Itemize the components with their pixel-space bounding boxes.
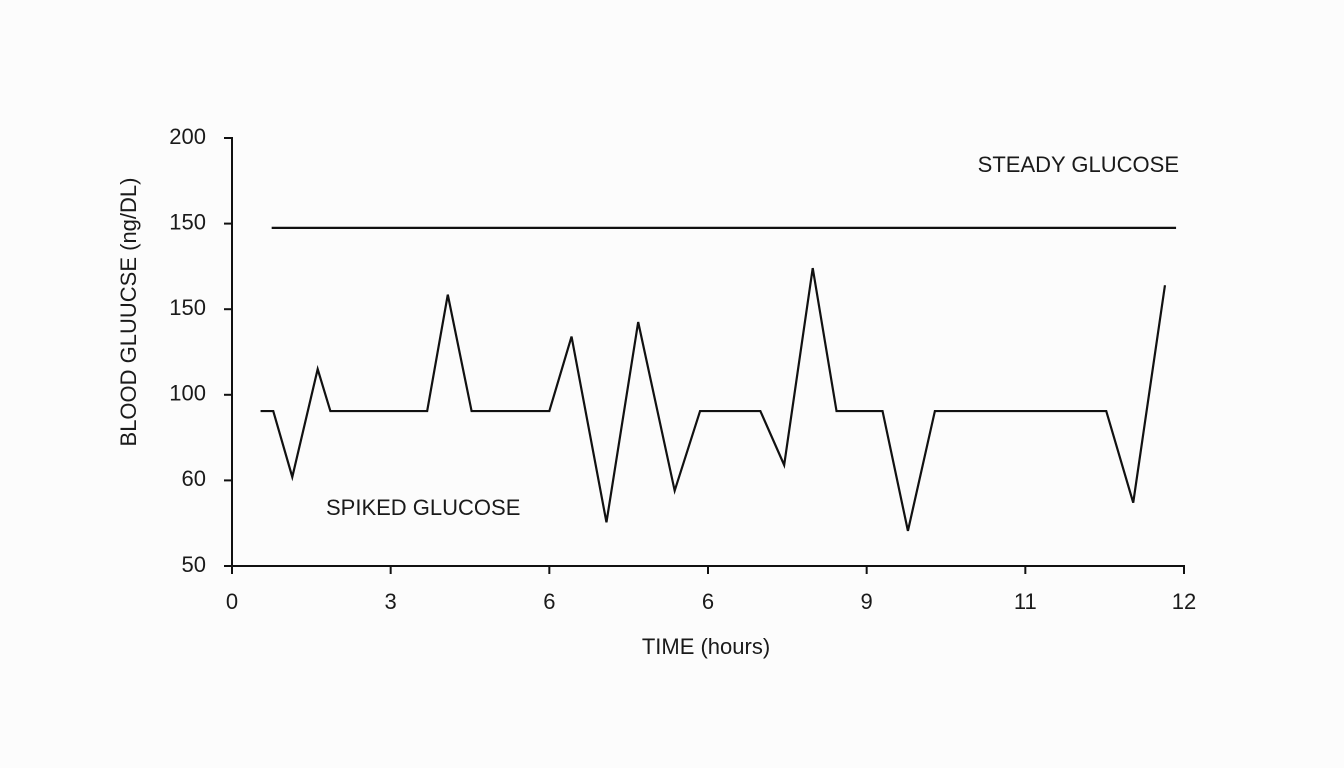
x-axis-label: TIME (hours) bbox=[642, 634, 770, 659]
y-tick-label: 60 bbox=[182, 466, 206, 491]
x-tick-label: 6 bbox=[702, 589, 714, 614]
series-label: STEADY GLUCOSE bbox=[978, 152, 1179, 177]
y-axis-label: BLOOD GLUUCSE (ng/DL) bbox=[116, 178, 141, 447]
y-tick-label: 150 bbox=[169, 295, 206, 320]
y-tick-label: 100 bbox=[169, 381, 206, 406]
y-tick-label: 200 bbox=[169, 124, 206, 149]
y-tick-label: 150 bbox=[169, 209, 206, 234]
x-tick-label: 6 bbox=[543, 589, 555, 614]
x-tick-label: 0 bbox=[226, 589, 238, 614]
x-tick-label: 3 bbox=[385, 589, 397, 614]
line-series bbox=[260, 267, 1167, 532]
x-tick-label: 11 bbox=[1014, 589, 1037, 614]
x-tick-label: 9 bbox=[861, 589, 873, 614]
y-tick-label: 50 bbox=[182, 552, 206, 577]
x-tick-label: 12 bbox=[1172, 589, 1196, 614]
series-label: SPIKED GLUCOSE bbox=[326, 495, 520, 520]
